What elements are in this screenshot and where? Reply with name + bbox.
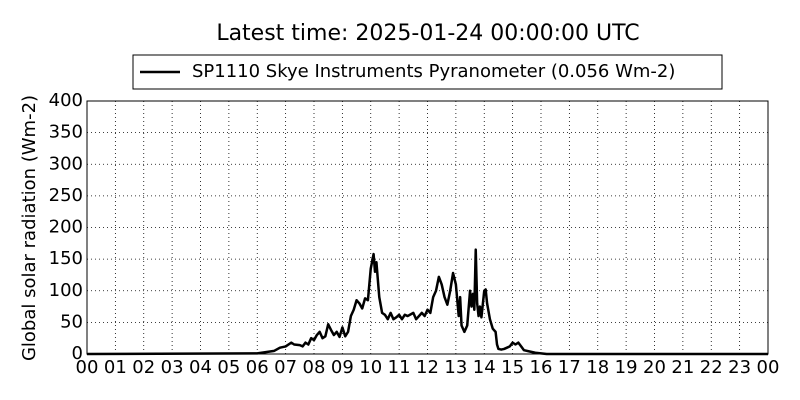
x-tick-label: 09 xyxy=(331,357,354,378)
y-axis-label: Global solar radiation (Wm-2) xyxy=(19,95,40,361)
x-tick-label: 21 xyxy=(671,357,694,378)
x-tick-label: 01 xyxy=(104,357,127,378)
y-tick-label: 400 xyxy=(49,90,83,111)
x-tick-label: 02 xyxy=(132,357,155,378)
y-tick-label: 250 xyxy=(49,185,83,206)
x-tick-label: 16 xyxy=(530,357,553,378)
x-tick-label: 22 xyxy=(700,357,723,378)
x-tick-label: 00 xyxy=(757,357,780,378)
x-tick-label: 18 xyxy=(586,357,609,378)
legend-label: SP1110 Skye Instruments Pyranometer (0.0… xyxy=(192,61,675,82)
x-tick-label: 08 xyxy=(303,357,326,378)
y-tick-label: 300 xyxy=(49,153,83,174)
x-tick-label: 07 xyxy=(274,357,297,378)
y-tick-label: 100 xyxy=(49,280,83,301)
x-tick-label: 03 xyxy=(161,357,184,378)
y-tick-label: 50 xyxy=(60,311,83,332)
data-line xyxy=(86,248,768,356)
chart-title: Latest time: 2025-01-24 00:00:00 UTC xyxy=(216,21,639,46)
y-tick-label: 150 xyxy=(49,248,83,269)
x-tick-label: 04 xyxy=(189,357,212,378)
x-tick-label: 23 xyxy=(728,357,751,378)
x-tick-label: 13 xyxy=(444,357,467,378)
x-tick-label: 19 xyxy=(615,357,638,378)
x-tick-label: 15 xyxy=(501,357,524,378)
x-tick-label: 11 xyxy=(388,357,411,378)
x-tick-label: 05 xyxy=(217,357,240,378)
x-tick-label: 17 xyxy=(558,357,581,378)
y-tick-label: 350 xyxy=(49,122,83,143)
x-tick-label: 00 xyxy=(76,357,99,378)
legend xyxy=(132,54,723,90)
x-tick-label: 12 xyxy=(416,357,439,378)
plot-frame xyxy=(86,100,769,355)
x-tick-label: 14 xyxy=(473,357,496,378)
y-tick-label: 0 xyxy=(72,343,83,364)
y-tick-label: 200 xyxy=(49,217,83,238)
x-tick-label: 20 xyxy=(643,357,666,378)
x-tick-label: 10 xyxy=(359,357,382,378)
x-tick-label: 06 xyxy=(246,357,269,378)
